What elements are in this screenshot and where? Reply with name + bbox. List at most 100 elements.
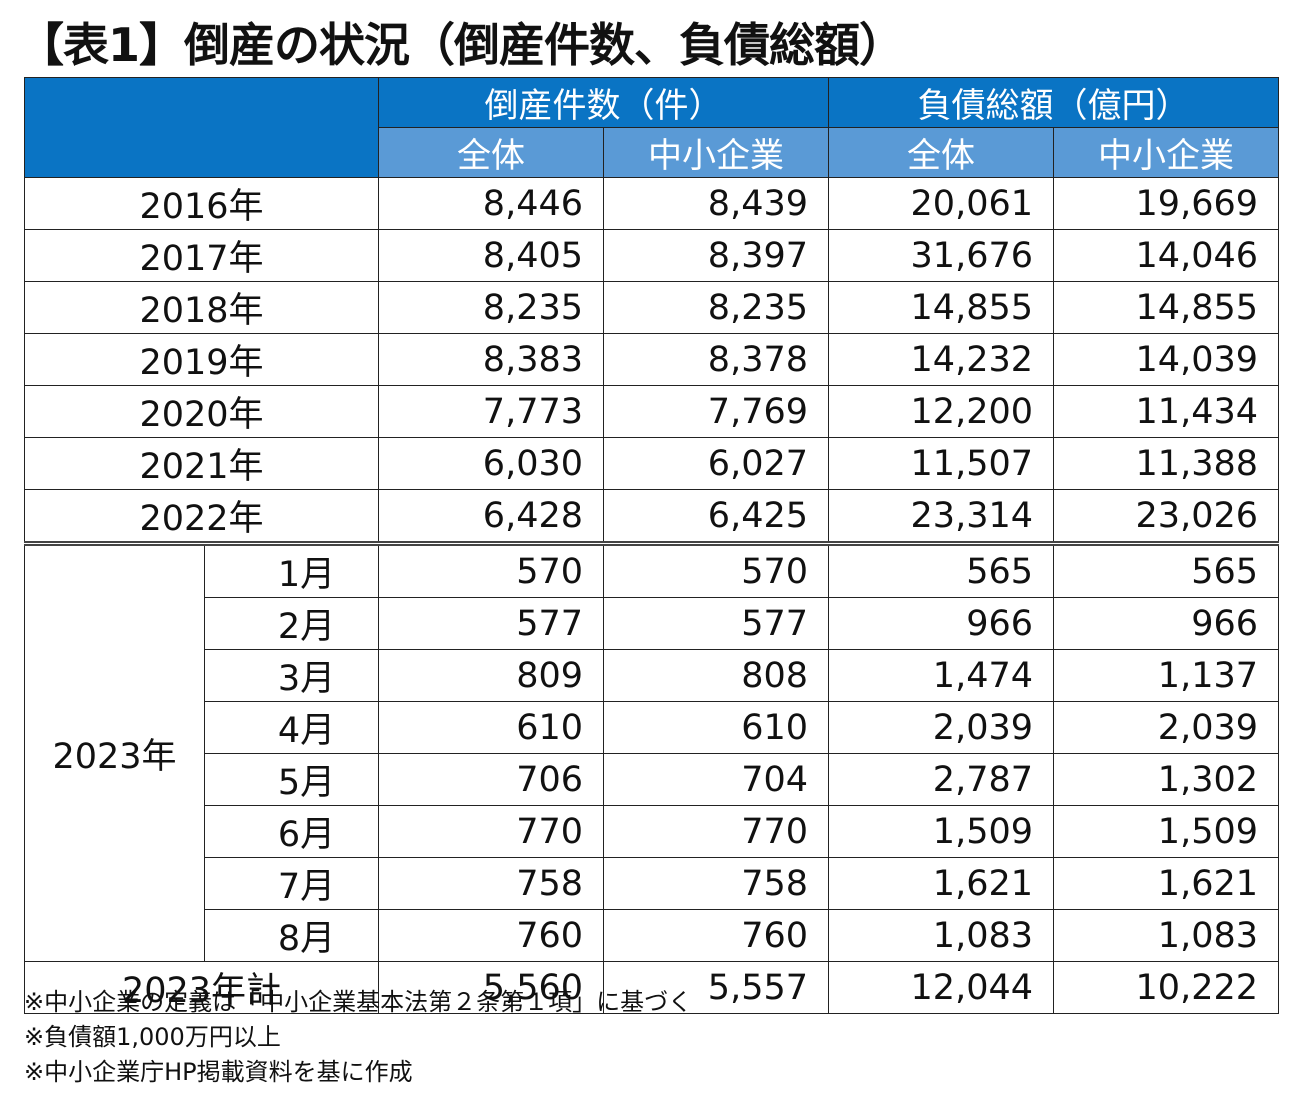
cell-debt-all: 2,787 [828,753,1054,806]
table-row: 2019年 8,383 8,378 14,232 14,039 [24,333,1279,386]
month-label: 1月 [204,543,379,598]
row-label: 2019年 [24,333,379,386]
cell-debt-all: 31,676 [828,229,1054,282]
table-row: 2月 577 577 966 966 [25,597,1279,650]
cell-debt-sme: 1,509 [1053,805,1279,858]
cell-count-sme: 8,378 [603,333,829,386]
row-label: 2022年 [24,489,379,546]
cell-debt-all: 1,474 [828,649,1054,702]
cell-debt-sme: 565 [1053,543,1279,598]
cell-count-all: 610 [378,701,604,754]
cell-count-all: 770 [378,805,604,858]
cell-debt-all: 14,855 [828,281,1054,334]
row-label: 2020年 [24,385,379,438]
cell-debt-sme: 14,039 [1053,333,1279,386]
cell-debt-all: 23,314 [828,489,1054,546]
total-debt-all: 12,044 [828,961,1054,1014]
month-label: 7月 [204,857,379,910]
footnote-debt-threshold: ※負債額1,000万円以上 [24,1023,281,1051]
subheader-count-sme: 中小企業 [603,127,829,178]
month-label: 6月 [204,805,379,858]
total-count-all: 5,560 [378,961,604,1014]
cell-count-sme: 770 [603,805,829,858]
table-row: 5月 706 704 2,787 1,302 [25,753,1279,806]
year-2023-label: 2023年 [24,543,205,962]
cell-count-sme: 808 [603,649,829,702]
cell-debt-sme: 1,137 [1053,649,1279,702]
cell-count-all: 706 [378,753,604,806]
row-label: 2017年 [24,229,379,282]
table-row: 2022年 6,428 6,425 23,314 23,026 [24,489,1279,546]
cell-count-sme: 760 [603,909,829,962]
cell-count-all: 8,446 [378,177,604,230]
cell-debt-all: 11,507 [828,437,1054,490]
cell-debt-all: 12,200 [828,385,1054,438]
cell-count-sme: 570 [603,543,829,598]
page-title: 【表1】倒産の状況（倒産件数、負債総額） [18,18,905,72]
cell-count-all: 7,773 [378,385,604,438]
month-label: 4月 [204,701,379,754]
cell-debt-all: 565 [828,543,1054,598]
total-label: 2023年計 [24,961,379,1014]
table-row: 2018年 8,235 8,235 14,855 14,855 [24,281,1279,334]
cell-count-sme: 8,397 [603,229,829,282]
cell-count-sme: 610 [603,701,829,754]
subheader-debt-all: 全体 [828,127,1054,178]
cell-debt-all: 20,061 [828,177,1054,230]
cell-count-sme: 7,769 [603,385,829,438]
total-row: 2023年計 5,560 5,557 12,044 10,222 [24,961,1279,1014]
total-count-sme: 5,557 [603,961,829,1014]
table-row: 7月 758 758 1,621 1,621 [25,857,1279,910]
cell-debt-all: 1,509 [828,805,1054,858]
cell-debt-sme: 19,669 [1053,177,1279,230]
header-bankruptcy-count: 倒産件数（件） [378,77,829,128]
cell-debt-all: 1,083 [828,909,1054,962]
row-label: 2016年 [24,177,379,230]
cell-count-sme: 8,439 [603,177,829,230]
cell-count-all: 8,405 [378,229,604,282]
table-row: 6月 770 770 1,509 1,509 [25,805,1279,858]
month-label: 8月 [204,909,379,962]
cell-debt-sme: 1,621 [1053,857,1279,910]
header-row-group: 倒産件数（件） 負債総額（億円） [24,77,1279,178]
table-row: 2023年 1月 570 570 565 565 [24,543,1279,962]
footnotes: ※中小企業の定義は「中小企業基本法第２条第１項」に基づく ※負債額1,000万円… [24,985,692,1090]
footnote-sme-definition: ※中小企業の定義は「中小企業基本法第２条第１項」に基づく [24,988,693,1016]
month-label: 2月 [204,597,379,650]
cell-debt-sme: 1,083 [1053,909,1279,962]
cell-debt-sme: 11,388 [1053,437,1279,490]
cell-debt-sme: 966 [1053,597,1279,650]
cell-debt-sme: 23,026 [1053,489,1279,546]
header-corner [24,77,379,178]
table-row: 8月 760 760 1,083 1,083 [25,909,1279,962]
cell-count-all: 760 [378,909,604,962]
header-total-debt: 負債総額（億円） [828,77,1279,128]
header-row-sub: 全体 中小企業 全体 中小企業 [25,127,1279,178]
cell-count-all: 6,030 [378,437,604,490]
cell-count-all: 758 [378,857,604,910]
cell-count-sme: 577 [603,597,829,650]
bankruptcy-table: 倒産件数（件） 負債総額（億円） 全体 中小企業 全体 中小企業 2016年 8… [24,77,1279,1014]
cell-count-all: 8,383 [378,333,604,386]
table-row: 2016年 8,446 8,439 20,061 19,669 [24,177,1279,230]
cell-debt-all: 966 [828,597,1054,650]
cell-count-all: 809 [378,649,604,702]
row-label: 2021年 [24,437,379,490]
cell-count-sme: 6,027 [603,437,829,490]
table-row: 3月 809 808 1,474 1,137 [25,649,1279,702]
cell-debt-sme: 2,039 [1053,701,1279,754]
total-debt-sme: 10,222 [1053,961,1279,1014]
cell-count-all: 570 [378,543,604,598]
cell-debt-sme: 14,855 [1053,281,1279,334]
cell-debt-sme: 1,302 [1053,753,1279,806]
footnote-source: ※中小企業庁HP掲載資料を基に作成 [24,1058,413,1086]
cell-debt-all: 14,232 [828,333,1054,386]
cell-count-all: 6,428 [378,489,604,546]
subheader-count-all: 全体 [378,127,604,178]
table-row: 4月 610 610 2,039 2,039 [25,701,1279,754]
table-row: 2017年 8,405 8,397 31,676 14,046 [24,229,1279,282]
table-row: 2021年 6,030 6,027 11,507 11,388 [24,437,1279,490]
subheader-debt-sme: 中小企業 [1053,127,1279,178]
cell-count-sme: 8,235 [603,281,829,334]
month-label: 5月 [204,753,379,806]
